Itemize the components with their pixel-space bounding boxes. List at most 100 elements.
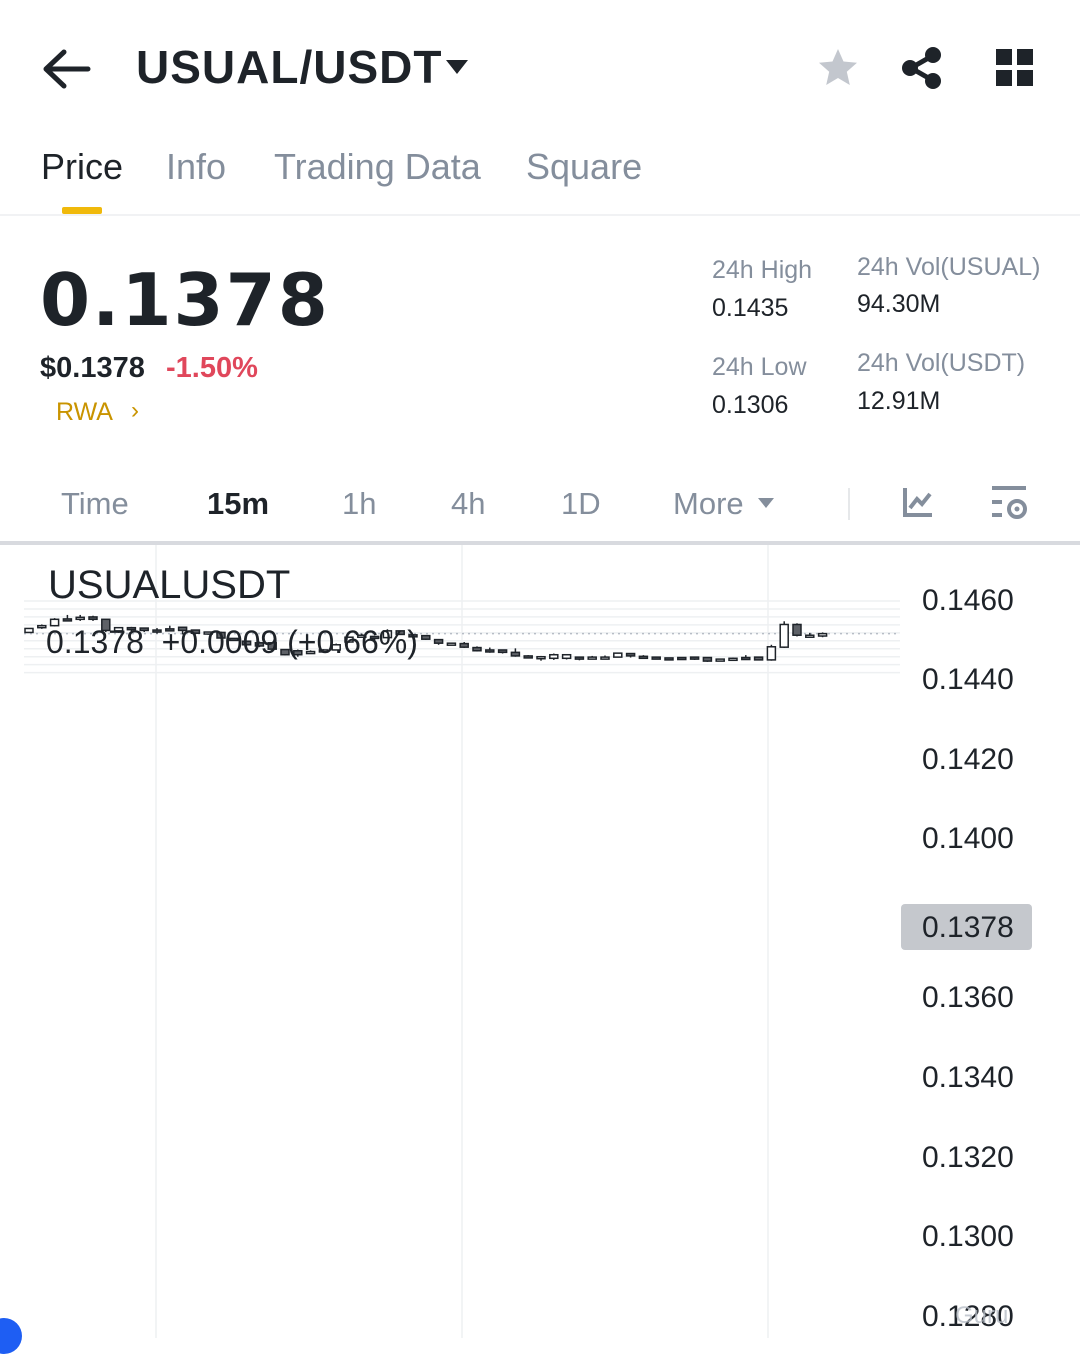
- candle-body: [382, 630, 393, 639]
- high-label: 24h High: [712, 256, 813, 284]
- chart-ohlc-price: 0.1378: [46, 624, 144, 660]
- y-tick-label: 0.1340: [922, 1061, 1014, 1094]
- interval-1d[interactable]: 1D: [561, 486, 601, 521]
- share-icon[interactable]: [900, 46, 944, 95]
- candle-body: [190, 629, 201, 634]
- candle-body: [37, 624, 47, 629]
- back-button[interactable]: [40, 46, 94, 92]
- y-tick-label: 0.1360: [922, 981, 1014, 1014]
- candle-body: [101, 618, 111, 632]
- candle-body: [779, 623, 789, 648]
- chevron-right-icon[interactable]: ›: [131, 397, 139, 424]
- candle-body: [369, 635, 380, 640]
- candle-body: [651, 656, 661, 660]
- candle-body: [318, 649, 329, 653]
- interval-15m[interactable]: 15m: [207, 486, 270, 521]
- change-percent: -1.50%: [166, 352, 258, 384]
- candle-body: [510, 651, 521, 657]
- candle-body: [241, 640, 252, 646]
- candle-body: [203, 631, 213, 635]
- candle-body: [472, 646, 482, 652]
- back-arrow-icon: [43, 49, 91, 89]
- star-icon[interactable]: [816, 46, 860, 95]
- candle-body: [600, 656, 610, 660]
- active-tab-indicator: [62, 207, 102, 214]
- candle-body: [638, 655, 649, 660]
- candle-body: [267, 642, 277, 650]
- candle-body: [433, 638, 444, 644]
- candle-body: [305, 650, 316, 655]
- candle-body: [421, 634, 431, 640]
- vol-quote-value: 12.91M: [857, 387, 941, 415]
- tab-trading-data[interactable]: Trading Data: [274, 146, 481, 187]
- watermark: Guru: [955, 1302, 1009, 1329]
- candle-body: [549, 653, 559, 660]
- y-tick-label: 0.1440: [922, 663, 1014, 696]
- vol-base-label: 24h Vol(USUAL): [857, 253, 1041, 281]
- vol-quote-label: 24h Vol(USDT): [857, 349, 1026, 377]
- candle-body: [49, 618, 60, 627]
- candle-body: [216, 631, 226, 639]
- chart-symbol: USUALUSDT: [48, 563, 291, 607]
- candle-body: [459, 642, 469, 648]
- candle-body: [805, 634, 815, 638]
- candle-body: [536, 655, 546, 660]
- candle-body: [523, 655, 533, 659]
- candle-body: [113, 626, 124, 632]
- interval-time[interactable]: Time: [61, 486, 129, 521]
- candle-body: [395, 630, 405, 636]
- candle-body: [357, 634, 367, 638]
- candle-body: [715, 658, 725, 662]
- candle-body: [177, 626, 188, 632]
- candle-body: [62, 618, 73, 622]
- candle-body: [126, 626, 137, 631]
- candle-body: [485, 649, 495, 653]
- candle-body: [613, 652, 623, 658]
- chart-settings-icon[interactable]: [990, 484, 1030, 527]
- interval-separator: [848, 488, 850, 520]
- tab-price[interactable]: Price: [41, 146, 124, 187]
- candle-body: [587, 656, 597, 660]
- interval-more[interactable]: More: [673, 486, 744, 521]
- pair-title[interactable]: USUAL/USDT: [136, 41, 443, 93]
- y-tick-label: 0.1460: [922, 584, 1014, 617]
- category-tag[interactable]: RWA: [56, 398, 113, 426]
- interval-4h[interactable]: 4h: [451, 486, 486, 521]
- candle-body: [331, 644, 341, 651]
- candle-body: [753, 656, 764, 661]
- interval-1h[interactable]: 1h: [342, 486, 377, 521]
- candle-body: [792, 623, 802, 636]
- low-label: 24h Low: [712, 353, 807, 381]
- last-price: 0.1378: [40, 258, 330, 342]
- more-caret-icon[interactable]: [757, 496, 775, 514]
- indicator-icon[interactable]: [902, 486, 934, 523]
- y-tick-label: 0.1400: [922, 822, 1014, 855]
- candle-body: [446, 642, 457, 646]
- candle-body: [344, 636, 354, 643]
- candle-body: [677, 656, 687, 661]
- candle-body: [165, 628, 175, 632]
- grid-icon[interactable]: [995, 48, 1035, 93]
- tab-square[interactable]: Square: [526, 146, 643, 187]
- candle-body: [664, 657, 674, 661]
- current-price-label: 0.1378: [922, 911, 1014, 944]
- candle-body: [741, 656, 751, 661]
- candle-body: [689, 656, 700, 660]
- usd-price: $0.1378: [40, 352, 145, 384]
- current-price-marker: [901, 904, 1032, 950]
- candle-body: [293, 650, 303, 656]
- y-tick-label: 0.1420: [922, 743, 1014, 776]
- candle-body: [817, 632, 828, 637]
- high-value: 0.1435: [712, 294, 789, 322]
- caret-down-icon[interactable]: [444, 58, 470, 81]
- tab-info[interactable]: Info: [166, 146, 227, 187]
- y-tick-label: 0.1300: [922, 1220, 1014, 1253]
- candle-body: [254, 642, 265, 647]
- candle-body: [625, 652, 636, 657]
- candle-body: [728, 657, 738, 662]
- price-chart[interactable]: [0, 545, 1080, 1338]
- candle-body: [561, 653, 572, 660]
- candle-body: [408, 634, 418, 638]
- candle-body: [75, 616, 85, 621]
- y-tick-label: 0.1280: [922, 1300, 1014, 1333]
